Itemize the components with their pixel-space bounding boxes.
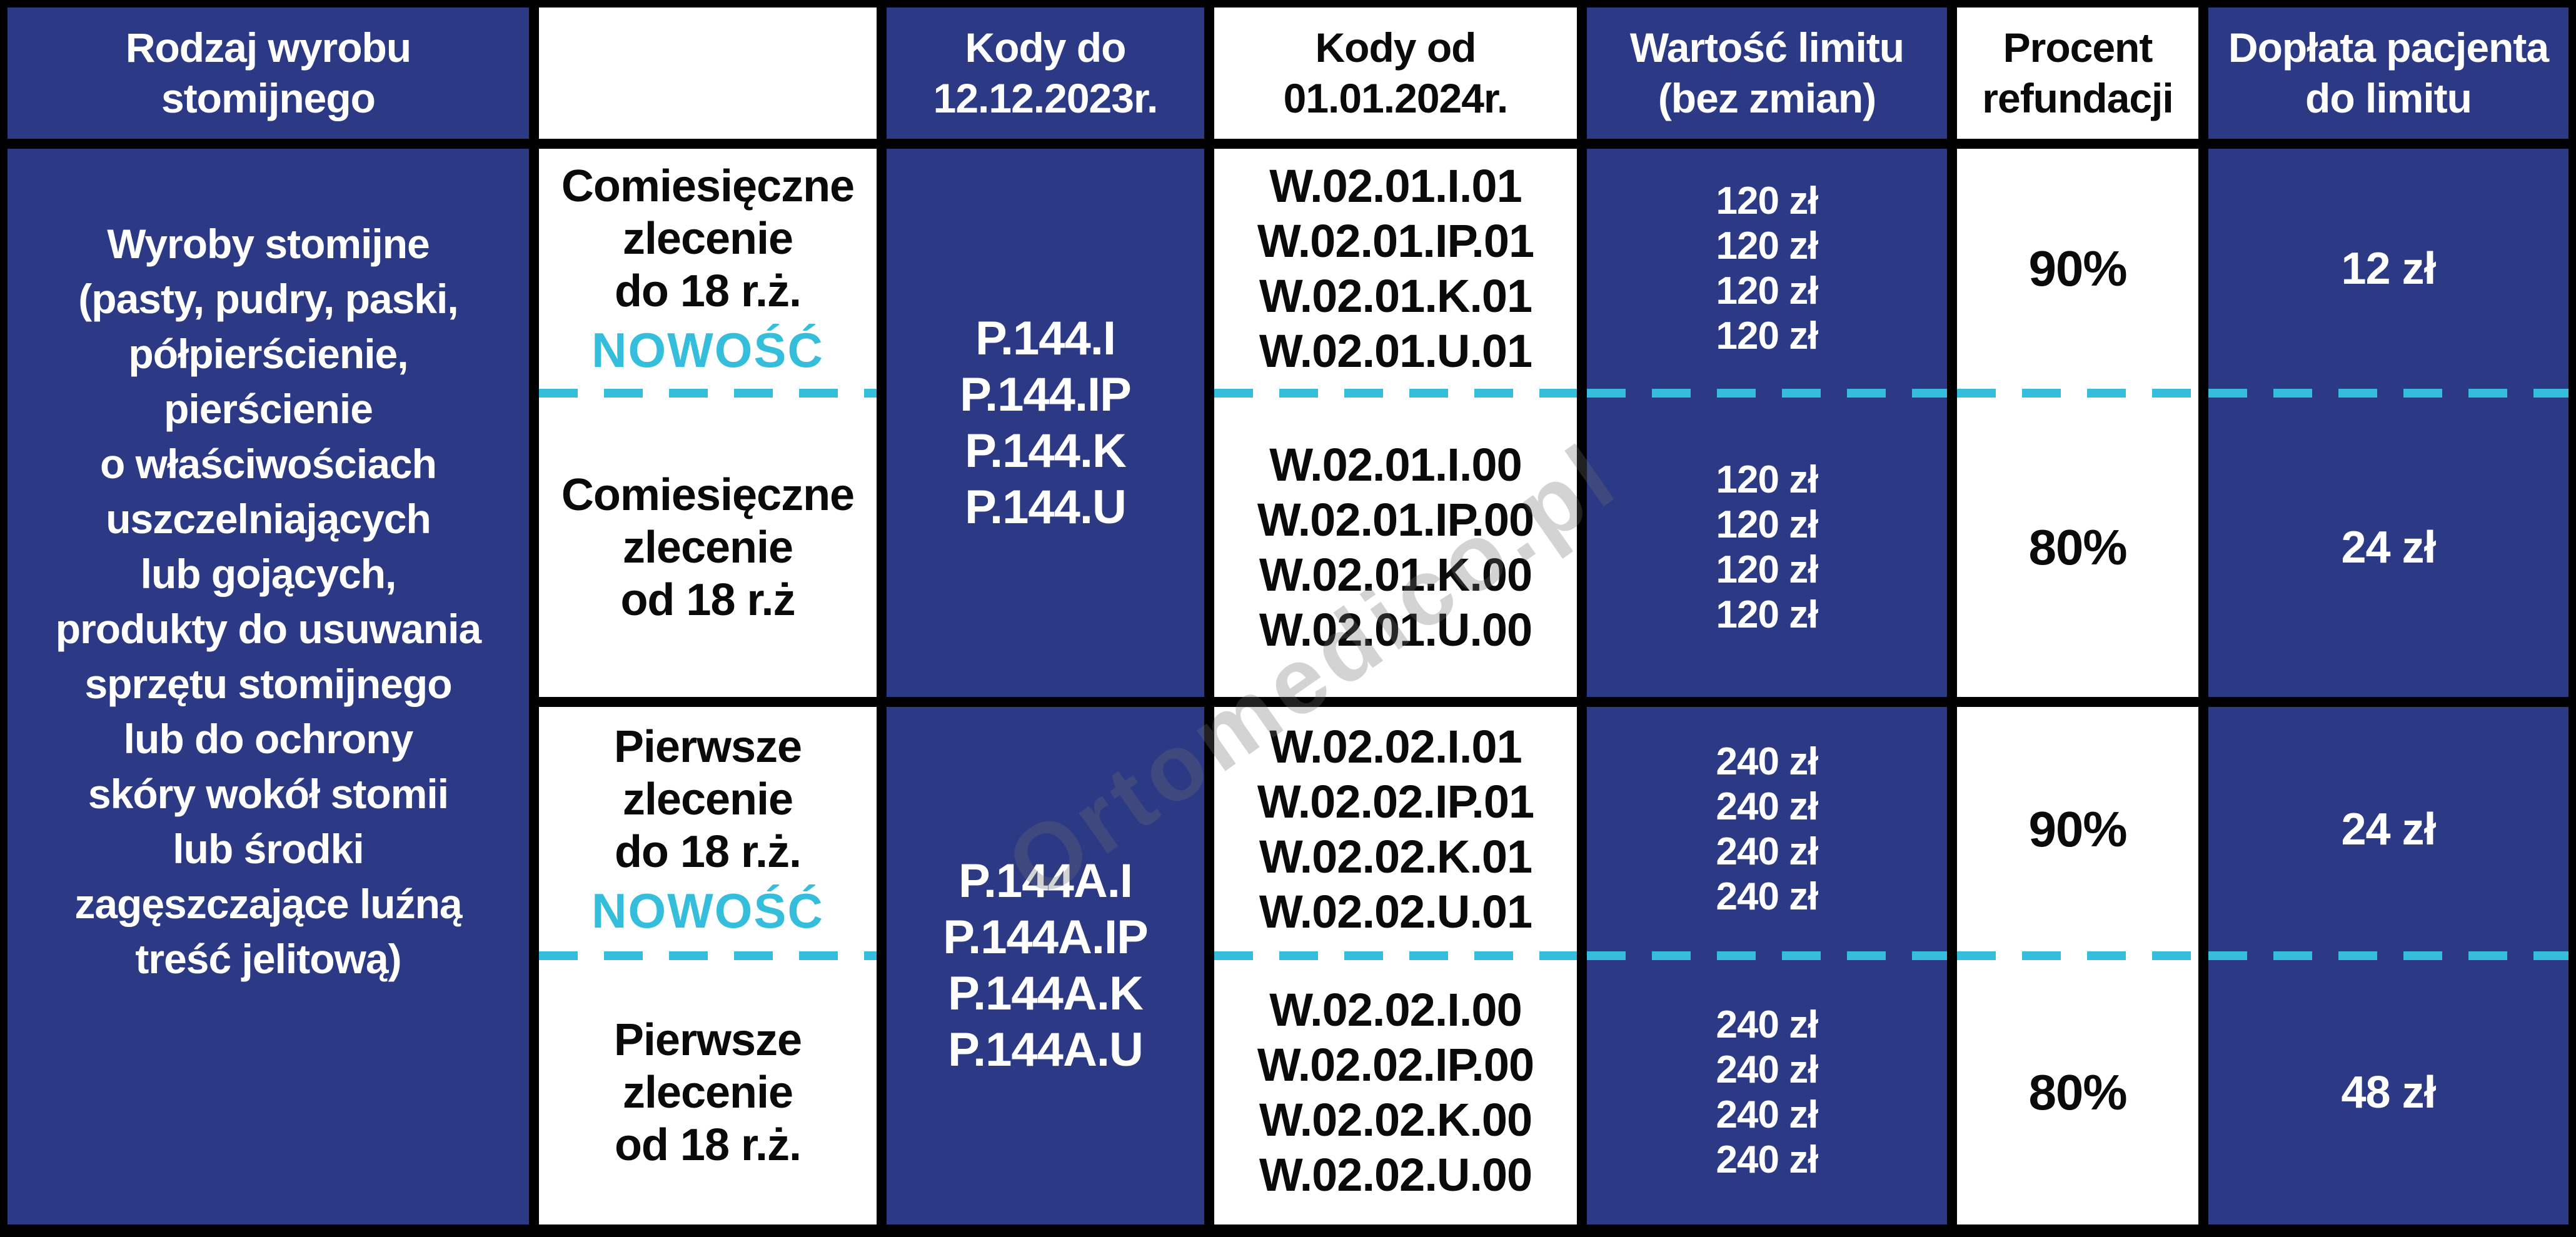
nowosc-badge: NOWOŚĆ: [591, 323, 824, 378]
order-type-first-over-18: Pierwsze zlecenie od 18 r.ż.: [539, 960, 877, 1224]
order-type-cell-first: Pierwsze zlecenie do 18 r.ż. NOWOŚĆ Pier…: [539, 707, 877, 1224]
order-type-first-under-18: Pierwsze zlecenie do 18 r.ż. NOWOŚĆ: [539, 707, 877, 951]
column-header-codes-new: Kody od 01.01.2024r.: [1214, 8, 1577, 139]
codes-new-cell-monthly: W.02.01.I.01 W.02.01.IP.01 W.02.01.K.01 …: [1214, 149, 1577, 697]
patient-copay-over-18: 48 zł: [2341, 1067, 2436, 1118]
refund-percent-under-18: 90%: [2028, 241, 2127, 296]
dashed-divider: [1214, 951, 1577, 960]
codes-new-under-18: W.02.01.I.01 W.02.01.IP.01 W.02.01.K.01 …: [1257, 160, 1534, 377]
codes-old-cell-first: P.144A.I P.144A.IP P.144A.K P.144A.U: [887, 707, 1204, 1224]
order-type-label: Comiesięczne zlecenie od 18 r.ż: [561, 469, 855, 625]
codes-old-cell-monthly: P.144.I P.144.IP P.144.K P.144.U: [887, 149, 1204, 697]
column-header-patient-copay: Dopłata pacjenta do limitu: [2208, 8, 2568, 139]
patient-copay-cell-monthly: 12 zł 24 zł: [2208, 149, 2568, 697]
dashed-divider: [1957, 951, 2198, 960]
order-type-monthly-under-18: Comiesięczne zlecenie do 18 r.ż. NOWOŚĆ: [539, 149, 877, 389]
nowosc-badge: NOWOŚĆ: [591, 883, 824, 938]
refund-percent-under-18: 90%: [2028, 801, 2127, 857]
product-description-cell: Wyroby stomijne (pasty, pudry, paski, pó…: [8, 149, 529, 1224]
limit-value-cell-monthly: 120 zł 120 zł 120 zł 120 zł 120 zł 120 z…: [1587, 149, 1947, 697]
codes-new-cell-first: W.02.02.I.01 W.02.02.IP.01 W.02.02.K.01 …: [1214, 707, 1577, 1224]
limit-value-cell-first: 240 zł 240 zł 240 zł 240 zł 240 zł 240 z…: [1587, 707, 1947, 1224]
order-type-monthly-over-18: Comiesięczne zlecenie od 18 r.ż: [539, 398, 877, 697]
column-header-empty: [539, 8, 877, 139]
column-header-refund-percent: Procent refundacji: [1957, 8, 2198, 139]
refund-percent-cell-first: 90% 80%: [1957, 707, 2198, 1224]
dashed-divider: [2208, 951, 2568, 960]
dashed-divider: [1214, 389, 1577, 398]
patient-copay-under-18: 24 zł: [2341, 804, 2436, 854]
dashed-divider: [539, 951, 877, 960]
dashed-divider: [1587, 389, 1947, 398]
dashed-divider: [539, 389, 877, 398]
limit-values-under-18: 240 zł 240 zł 240 zł 240 zł: [1716, 739, 1819, 918]
limit-values-over-18: 120 zł 120 zł 120 zł 120 zł: [1716, 458, 1819, 636]
dashed-divider: [1587, 951, 1947, 960]
limit-values-under-18: 120 zł 120 zł 120 zł 120 zł: [1716, 179, 1819, 358]
column-header-product-type: Rodzaj wyrobu stomijnego: [8, 8, 529, 139]
order-type-label: Comiesięczne zlecenie do 18 r.ż.: [561, 161, 855, 316]
codes-new-over-18: W.02.01.I.00 W.02.01.IP.00 W.02.01.K.00 …: [1257, 438, 1534, 656]
codes-new-under-18: W.02.02.I.01 W.02.02.IP.01 W.02.02.K.01 …: [1257, 720, 1534, 938]
column-header-codes-old: Kody do 12.12.2023r.: [887, 8, 1204, 139]
column-header-limit-value: Wartość limitu (bez zmian): [1587, 8, 1947, 139]
order-type-label: Pierwsze zlecenie do 18 r.ż.: [613, 721, 802, 877]
limit-values-over-18: 240 zł 240 zł 240 zł 240 zł: [1716, 1003, 1819, 1181]
order-type-cell-monthly: Comiesięczne zlecenie do 18 r.ż. NOWOŚĆ …: [539, 149, 877, 697]
order-type-label: Pierwsze zlecenie od 18 r.ż.: [613, 1014, 802, 1170]
patient-copay-under-18: 12 zł: [2341, 244, 2436, 294]
patient-copay-over-18: 24 zł: [2341, 522, 2436, 573]
patient-copay-cell-first: 24 zł 48 zł: [2208, 707, 2568, 1224]
codes-new-over-18: W.02.02.I.00 W.02.02.IP.00 W.02.02.K.00 …: [1257, 983, 1534, 1201]
refund-percent-cell-monthly: 90% 80%: [1957, 149, 2198, 697]
dashed-divider: [1957, 389, 2198, 398]
dashed-divider: [2208, 389, 2568, 398]
refund-percent-over-18: 80%: [2028, 519, 2127, 575]
refund-percent-over-18: 80%: [2028, 1064, 2127, 1120]
